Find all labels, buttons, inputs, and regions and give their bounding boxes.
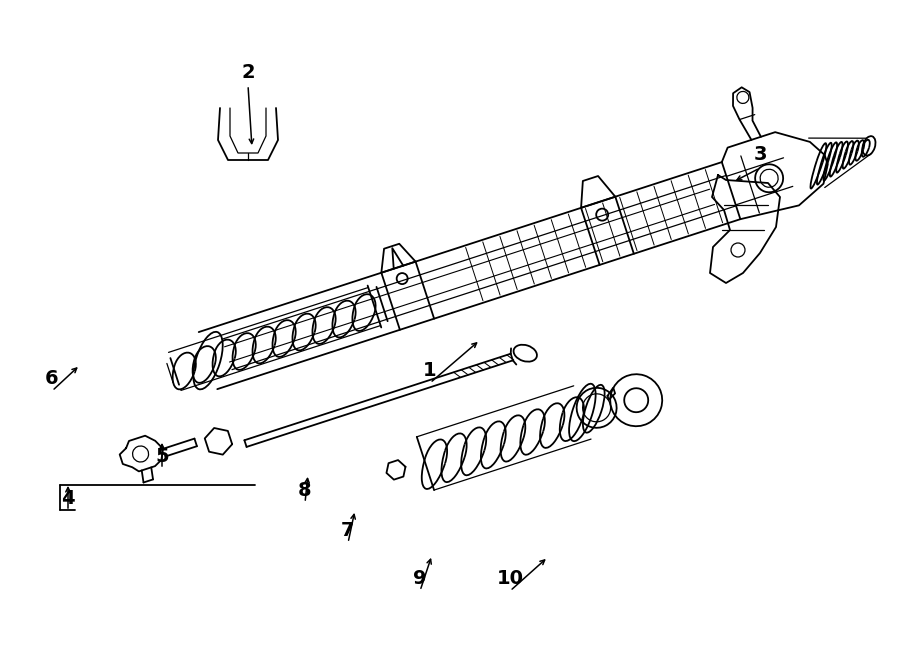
- Text: 8: 8: [298, 481, 311, 500]
- Text: 9: 9: [413, 568, 427, 588]
- Text: 2: 2: [241, 63, 255, 81]
- Text: 3: 3: [753, 145, 767, 165]
- Text: 4: 4: [61, 488, 75, 508]
- Text: 5: 5: [155, 446, 169, 465]
- Text: 7: 7: [341, 520, 355, 539]
- Text: 10: 10: [497, 568, 524, 588]
- Text: 1: 1: [423, 360, 436, 379]
- Text: 6: 6: [45, 368, 58, 387]
